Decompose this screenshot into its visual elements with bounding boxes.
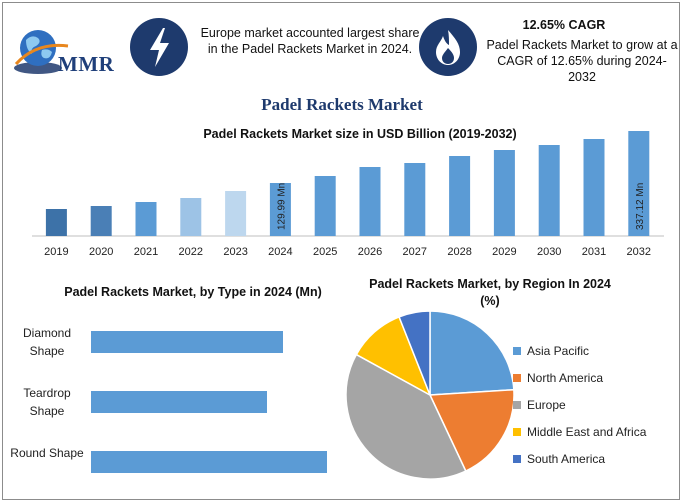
pie-slice [429,310,515,396]
bar-2020 [90,206,112,236]
data-label: 129.99 Mn [276,183,287,230]
type-category-label: Round Shape [10,446,84,460]
x-tick-label: 2028 [447,246,471,258]
region-chart-title: Padel Rackets Market, by Region In 2024 … [369,277,611,308]
bar-2019 [45,209,67,236]
pie-slice [428,388,515,473]
type-bar [91,391,267,413]
legend-label: Europe [527,397,566,412]
pie-slice [398,310,431,396]
page-title: Padel Rackets Market [261,95,423,114]
x-tick-label: 2026 [358,246,382,258]
type-chart-title: Padel Rackets Market, by Type in 2024 (M… [64,285,322,299]
cagr-title: 12.65% CAGR [522,18,606,32]
bar-chart-title: Padel Rackets Market size in USD Billion… [203,127,517,141]
legend-item: Asia Pacific [513,337,646,364]
legend-swatch [513,373,521,382]
bar-2021 [135,202,157,236]
infographic-frame [2,2,680,500]
bar-2024 [269,183,291,236]
type-bar [91,451,327,473]
legend-swatch [513,400,521,409]
legend-item: Middle East and Africa [513,418,646,445]
pie-legend: Asia Pacific North America Europe Middle Ea… [513,337,646,472]
x-tick-label: 2021 [134,246,158,258]
bar-2031 [583,139,605,236]
x-tick-label: 2027 [403,246,427,258]
legend-label: North America [527,370,604,385]
legend-swatch [513,454,521,463]
market-size-bar-chart: 2019 2020 2021 2022 2023 2024 129.99 Mn 2025 202… [32,131,664,258]
legend-item: Europe [513,391,646,418]
info-left-text: Europe market accounted largest share in… [200,26,420,56]
flame-icon [419,18,477,76]
pie-slice [345,353,467,480]
x-tick-label: 2031 [582,246,606,258]
legend-item: North America [513,364,646,391]
legend-label: South America [527,451,606,466]
x-tick-label: 2020 [89,246,113,258]
x-tick-label: 2024 [268,246,292,258]
legend-label: Asia Pacific [527,343,590,358]
x-tick-label: 2029 [492,246,516,258]
x-tick-label: 2022 [179,246,203,258]
legend-label: Middle East and Africa [527,424,647,439]
bar-2026 [359,167,381,236]
type-bar-chart [91,331,327,473]
lightning-icon [130,18,188,76]
info-right-text: Padel Rackets Market to grow at a CAGR o… [486,38,678,84]
type-bar [91,331,283,353]
data-label: 337.12 Mn [635,183,646,230]
logo-text: MMR [58,52,115,76]
legend-swatch [513,346,521,355]
x-tick-label: 2032 [627,246,651,258]
bar-2030 [538,145,560,236]
bar-2028 [449,156,471,236]
legend-swatch [513,427,521,436]
x-tick-label: 2025 [313,246,337,258]
type-category-label: Diamond Shape [22,326,72,358]
bar-2025 [314,176,336,236]
globe-logo-icon [14,30,69,74]
x-tick-label: 2023 [223,246,247,258]
bar-2032 [628,131,650,236]
x-tick-label: 2019 [44,246,68,258]
bar-2023 [225,191,247,236]
region-pie-chart [345,310,515,480]
legend-item: South America [513,445,646,472]
x-tick-label: 2030 [537,246,561,258]
bar-2022 [180,198,202,236]
bar-2029 [493,150,515,236]
bar-2027 [404,163,426,236]
type-category-label: Teardrop Shape [23,386,71,418]
